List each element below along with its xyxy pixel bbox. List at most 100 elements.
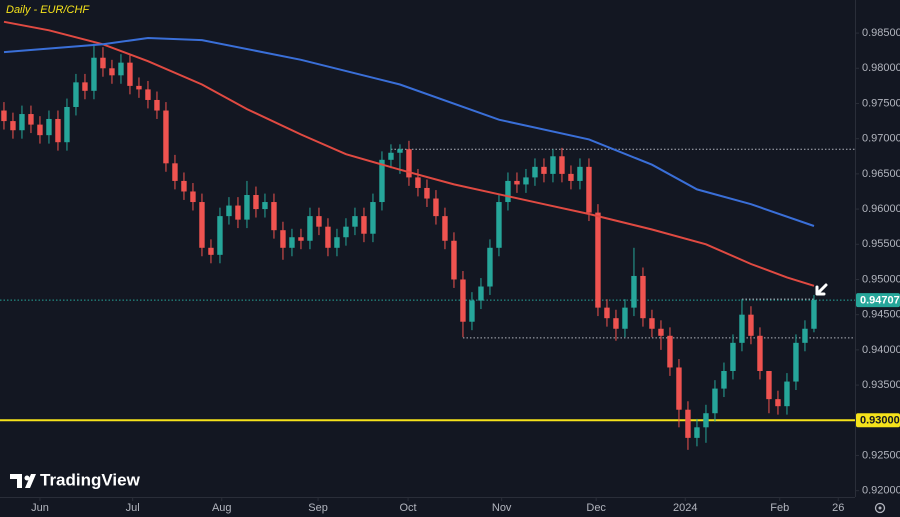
x-tick-label: Aug (212, 502, 232, 514)
candle-body (37, 124, 43, 136)
candle-body (433, 198, 439, 217)
candle-body (532, 166, 538, 178)
candle-body (253, 194, 259, 210)
settings-icon[interactable] (874, 502, 886, 514)
candle-body (469, 300, 475, 322)
candle-body (478, 286, 484, 301)
candle-body (19, 114, 25, 131)
candle-body (703, 413, 709, 428)
candle-body (460, 279, 466, 322)
price-tag-label: 0.93000 (860, 415, 900, 427)
y-tick-label: 0.92000 (862, 485, 900, 497)
candle-body (613, 318, 619, 329)
candle-body (766, 370, 772, 400)
x-tick-label: Sep (308, 502, 328, 514)
candle-body (631, 275, 637, 308)
candle-body (235, 205, 241, 220)
candle-body (271, 202, 277, 231)
candle-body (10, 121, 16, 131)
candle-body (811, 300, 817, 329)
candle-body (244, 194, 250, 220)
candle-body (145, 89, 151, 100)
y-tick-label: 0.97000 (862, 133, 900, 145)
candle-body (802, 328, 808, 343)
y-tick-label: 0.92500 (862, 449, 900, 461)
candle-body (523, 177, 529, 185)
candle-body (289, 237, 295, 248)
candle-body (163, 110, 169, 164)
moving-average (3, 20, 815, 287)
candle-body (154, 99, 160, 111)
price-tag (856, 293, 900, 308)
candle-body (604, 307, 610, 319)
candle-body (424, 187, 430, 199)
x-tick-label: Dec (586, 502, 606, 514)
candle-body (226, 205, 232, 217)
candle-body (127, 62, 133, 86)
x-tick-label: Jul (126, 502, 140, 514)
price-tag-label: 0.94707 (860, 295, 900, 307)
candle-body (397, 149, 403, 153)
candle-body (208, 247, 214, 255)
annotation-arrow (815, 283, 828, 296)
y-tick-label: 0.98000 (862, 62, 900, 74)
candle-body (775, 399, 781, 407)
candle-body (676, 367, 682, 410)
candle-body (793, 342, 799, 382)
candle-body (685, 409, 691, 438)
candle-body (28, 114, 34, 125)
candle-body (541, 166, 547, 174)
candle-body (667, 335, 673, 368)
candle-body (559, 156, 565, 174)
candle-body (595, 212, 601, 308)
candle-body (496, 202, 502, 248)
candle-body (46, 118, 52, 136)
candle-body (739, 314, 745, 343)
x-tick-label: 2024 (673, 502, 697, 514)
candle-body (136, 85, 142, 90)
y-tick-label: 0.95500 (862, 238, 900, 250)
candle-body (640, 275, 646, 319)
candle-body (748, 314, 754, 336)
candle-body (217, 216, 223, 255)
gear-center (878, 506, 882, 510)
candle-body (361, 216, 367, 234)
candle-body (784, 381, 790, 407)
x-tick-label: Nov (492, 502, 512, 514)
candle-body (181, 180, 187, 192)
candle-body (73, 82, 79, 108)
candle-body (82, 82, 88, 91)
candle-body (190, 191, 196, 203)
candle-body (1, 110, 7, 122)
x-tick-label: 26 (832, 502, 844, 514)
candle-body (388, 152, 394, 160)
y-tick-label: 0.94000 (862, 344, 900, 356)
candle-body (100, 57, 106, 69)
chart-title: Daily - EUR/CHF (6, 4, 90, 16)
candle-body (568, 173, 574, 181)
candle-body (586, 166, 592, 213)
candle-body (694, 427, 700, 438)
candle-body (262, 202, 268, 210)
candle-body (505, 180, 511, 203)
candle-body (199, 202, 205, 248)
candle-body (280, 230, 286, 248)
x-tick-label: Oct (399, 502, 416, 514)
y-tick-label: 0.98500 (862, 27, 900, 39)
candle-body (55, 118, 61, 143)
candle-body (91, 57, 97, 91)
candle-body (721, 370, 727, 389)
gear[interactable] (874, 502, 886, 514)
candle-body (757, 335, 763, 371)
candle-body (622, 307, 628, 329)
y-tick-label: 0.95000 (862, 273, 900, 285)
moving-average (3, 36, 815, 227)
candle-body (298, 237, 304, 241)
candle-body (730, 342, 736, 371)
candle-body (550, 156, 556, 174)
y-tick-label: 0.96500 (862, 168, 900, 180)
candle-body (307, 216, 313, 241)
candle-body (487, 247, 493, 287)
